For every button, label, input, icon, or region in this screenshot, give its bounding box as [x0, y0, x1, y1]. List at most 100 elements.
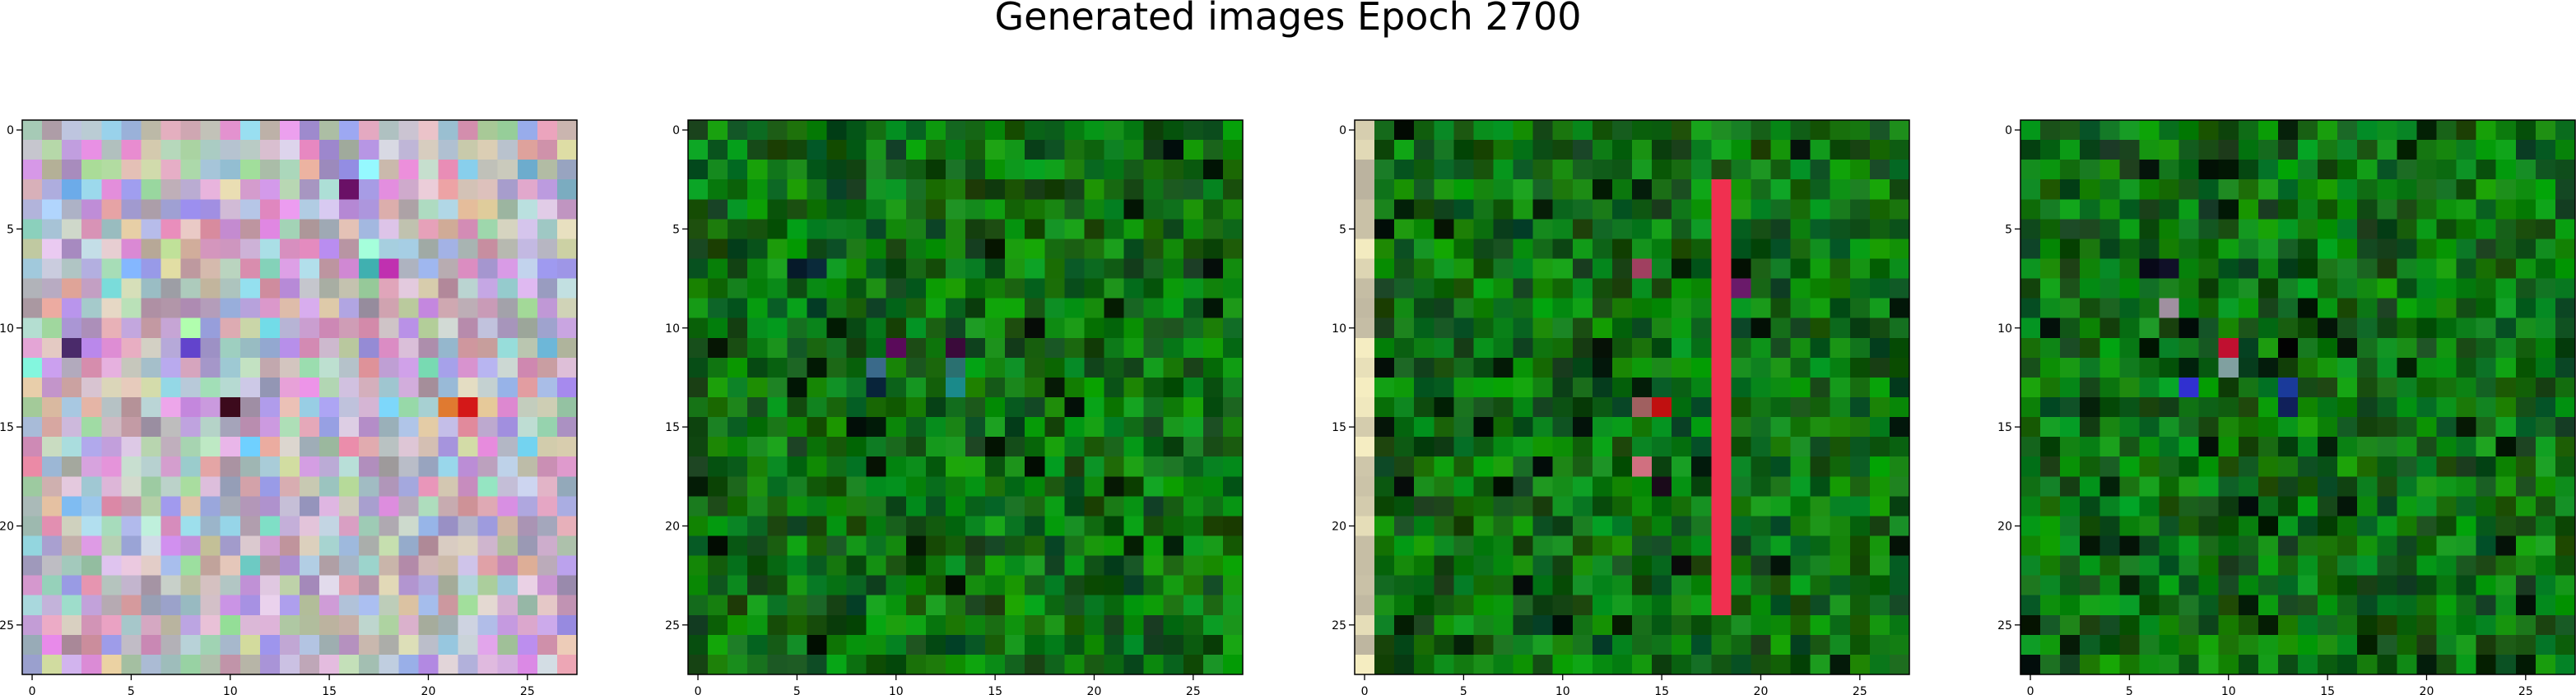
pixel-cell [239, 337, 261, 359]
pixel-cell [319, 219, 340, 240]
pixel-cell [2119, 120, 2141, 141]
pixel-cell [2159, 476, 2180, 497]
pixel-cell [200, 595, 221, 616]
pixel-cell [2476, 298, 2497, 319]
pixel-cell [121, 219, 142, 240]
pixel-cell [101, 160, 122, 180]
pixel-cell [537, 614, 558, 636]
pixel-cell [81, 535, 102, 557]
pixel-cell [2218, 377, 2239, 398]
pixel-cell [2080, 634, 2100, 656]
pixel-cell [905, 140, 927, 160]
pixel-cell [2357, 516, 2378, 537]
pixel-cell [2397, 160, 2418, 180]
pixel-cell [2416, 337, 2438, 359]
pixel-cell [2476, 555, 2497, 577]
pixel-cell [477, 476, 499, 497]
pixel-cell [300, 239, 320, 260]
pixel-cell [2555, 357, 2576, 378]
pixel-cell [945, 239, 966, 260]
pixel-cell [2515, 219, 2536, 240]
pixel-cell [300, 298, 320, 319]
pixel-cell [2436, 219, 2457, 240]
pixel-cell [2119, 298, 2141, 319]
pixel-cell [2139, 278, 2160, 299]
pixel-cell [418, 654, 439, 675]
pixel-cell [2198, 397, 2220, 418]
pixel-cell [1143, 160, 1165, 180]
pixel-cell [2318, 219, 2338, 240]
pixel-cell [2198, 179, 2220, 200]
pixel-cell [239, 357, 261, 378]
pixel-cell [2555, 337, 2576, 359]
pixel-cell [319, 298, 340, 319]
pixel-cell [2416, 317, 2438, 339]
pixel-cell [2495, 476, 2517, 497]
pixel-cell [2298, 357, 2318, 378]
pixel-cell [2257, 298, 2279, 319]
pixel-cell [458, 397, 479, 418]
pixel-cell [62, 417, 82, 438]
x-tick-label: 5 [128, 685, 135, 695]
pixel-cell [200, 397, 221, 418]
pixel-cell [728, 239, 748, 260]
pixel-cell [2436, 317, 2457, 339]
pixel-cell [537, 555, 558, 577]
pixel-cell [141, 595, 162, 616]
pixel-cell [2218, 516, 2239, 537]
pixel-cell [458, 120, 479, 141]
pixel-cell [418, 317, 439, 339]
pixel-cell [2080, 239, 2100, 260]
pixel-cell [2178, 239, 2200, 260]
pixel-cell [458, 654, 479, 675]
pixel-cell [2535, 614, 2556, 636]
pixel-cell [1202, 199, 1224, 220]
pixel-cell [200, 634, 221, 656]
pixel-cell [747, 140, 768, 160]
pixel-cell [2357, 120, 2378, 141]
pixel-cell [160, 199, 182, 220]
pixel-cell [2178, 555, 2200, 577]
pixel-cell [556, 337, 578, 359]
pixel-cell [81, 476, 102, 497]
pixel-cell [2139, 516, 2160, 537]
pixel-cell [438, 317, 459, 339]
pixel-cell [2139, 219, 2160, 240]
pixel-cell [886, 199, 907, 220]
pixel-cell [2020, 160, 2041, 180]
pixel-cell [121, 397, 142, 418]
pixel-cell [2416, 654, 2438, 675]
pixel-cell [2139, 634, 2160, 656]
pixel-cell [2040, 516, 2061, 537]
pixel-cell [556, 298, 578, 319]
pixel-cell [807, 298, 828, 319]
pixel-cell [537, 239, 558, 260]
pixel-cell [259, 417, 281, 438]
pixel-cell [826, 160, 848, 180]
pixel-cell [2416, 595, 2438, 616]
pixel-cell [2377, 337, 2397, 359]
pixel-cell [22, 140, 43, 160]
pixel-cell [279, 337, 300, 359]
pixel-cell [2080, 219, 2100, 240]
pixel-cell [2476, 634, 2497, 656]
pixel-cell [1143, 298, 1165, 319]
pixel-cell [180, 595, 202, 616]
pixel-cell [537, 654, 558, 675]
pixel-cell [259, 140, 281, 160]
pixel-cell [141, 258, 162, 280]
pixel-cell [339, 120, 360, 141]
pixel-cell [180, 199, 202, 220]
pixel-cell [1005, 160, 1025, 180]
pixel-cell [160, 258, 182, 280]
pixel-cell [2218, 219, 2239, 240]
pixel-cell [359, 258, 379, 280]
pixel-cell [826, 199, 848, 220]
pixel-cell [2377, 120, 2397, 141]
pixel-cell [846, 317, 867, 339]
pixel-cell [2257, 476, 2279, 497]
pixel-cell [121, 140, 142, 160]
pixel-cell [398, 437, 420, 457]
pixel-cell [319, 337, 340, 359]
pixel-cell [339, 337, 360, 359]
